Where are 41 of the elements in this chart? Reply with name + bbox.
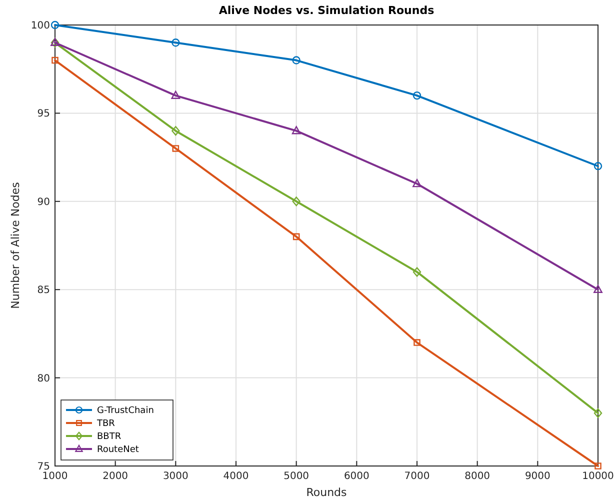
point: [292, 233, 300, 240]
point: [292, 126, 301, 134]
chart-title: Alive Nodes vs. Simulation Rounds: [218, 4, 435, 17]
y-tick-label: 75: [37, 462, 50, 472]
x-tick-label: 3000: [162, 471, 188, 482]
point: [594, 284, 602, 293]
x-tick-label: 6000: [344, 471, 370, 482]
point: [292, 56, 300, 64]
x-tick-label: 4000: [223, 471, 249, 482]
legend-label: G-TrustChain: [97, 406, 154, 416]
point: [172, 145, 180, 152]
point: [594, 162, 602, 170]
x-tick-label: 9000: [524, 471, 550, 482]
x-axis-title: Rounds: [306, 486, 348, 499]
point: [172, 38, 180, 47]
y-axis-title: Number of Alive Nodes: [9, 182, 22, 309]
y-tick-label: 90: [37, 196, 50, 208]
y-tick-label: 85: [37, 285, 50, 296]
y-tick-label: 100: [30, 20, 50, 32]
x-tick-label: 10000: [582, 471, 614, 482]
point: [171, 90, 180, 99]
legend-label: TBR: [96, 419, 115, 430]
point: [50, 20, 60, 30]
y-tick-label: 80: [37, 373, 50, 384]
point: [292, 196, 300, 206]
point: [52, 56, 58, 64]
x-tick-label: 8000: [464, 471, 490, 482]
x-tick-label: 5000: [284, 471, 310, 482]
point: [412, 267, 422, 277]
x-tick-label: 1000: [42, 471, 68, 482]
legend-label: RouteNet: [97, 445, 140, 456]
point: [412, 91, 422, 100]
x-tick-label: 7000: [404, 471, 430, 482]
point: [414, 339, 420, 346]
y-tick-label: 95: [37, 108, 50, 120]
point: [594, 408, 602, 418]
point: [172, 126, 180, 136]
point: [412, 178, 422, 188]
legend-label: BBTR: [97, 432, 122, 442]
x-tick-label: 2000: [102, 471, 128, 482]
point: [594, 462, 602, 470]
